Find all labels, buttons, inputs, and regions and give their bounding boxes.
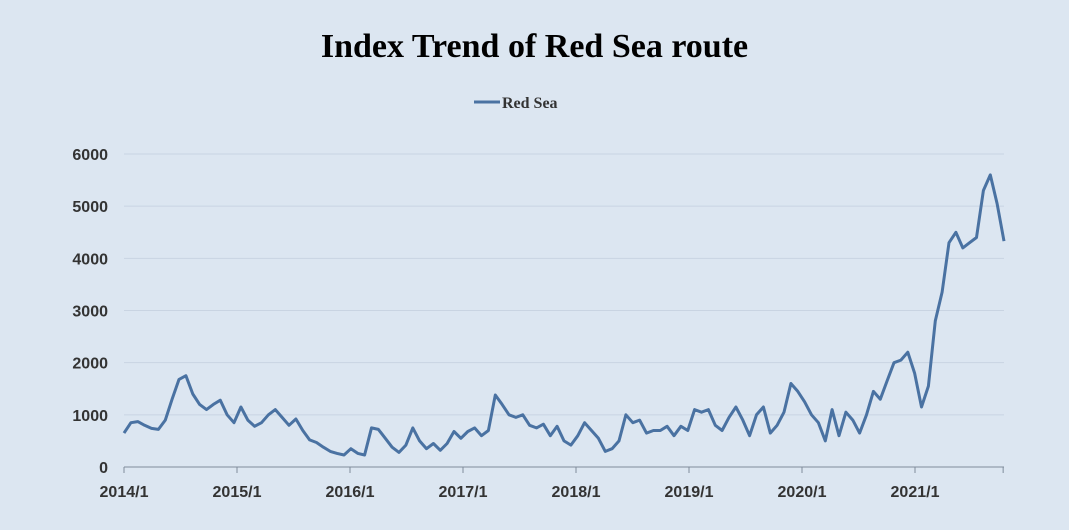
chart-title: Index Trend of Red Sea route [320,28,749,65]
series-line-red-sea [122,173,1006,457]
x-tick-label-2021/1: 2021/1 [891,484,940,501]
x-tick-label-2018/1: 2018/1 [552,484,601,501]
legend-label-red-sea: Red Sea [502,95,558,112]
y-tick-label-2000: 2000 [72,356,108,373]
y-tick-label-3000: 3000 [72,304,108,321]
y-tick-label-4000: 4000 [72,251,108,268]
x-tick-label-2016/1: 2016/1 [326,484,375,501]
y-tick-label-6000: 6000 [72,147,108,164]
x-tick-label-2020/1: 2020/1 [778,484,827,501]
x-tick-label-2015/1: 2015/1 [213,484,262,501]
x-tick-label-2014/1: 2014/1 [100,484,149,501]
y-tick-label-5000: 5000 [72,199,108,216]
y-tick-label-1000: 1000 [72,408,108,425]
x-tick-label-2019/1: 2019/1 [665,484,714,501]
y-tick-label-0: 0 [99,460,108,477]
x-tick-label-2017/1: 2017/1 [439,484,488,501]
